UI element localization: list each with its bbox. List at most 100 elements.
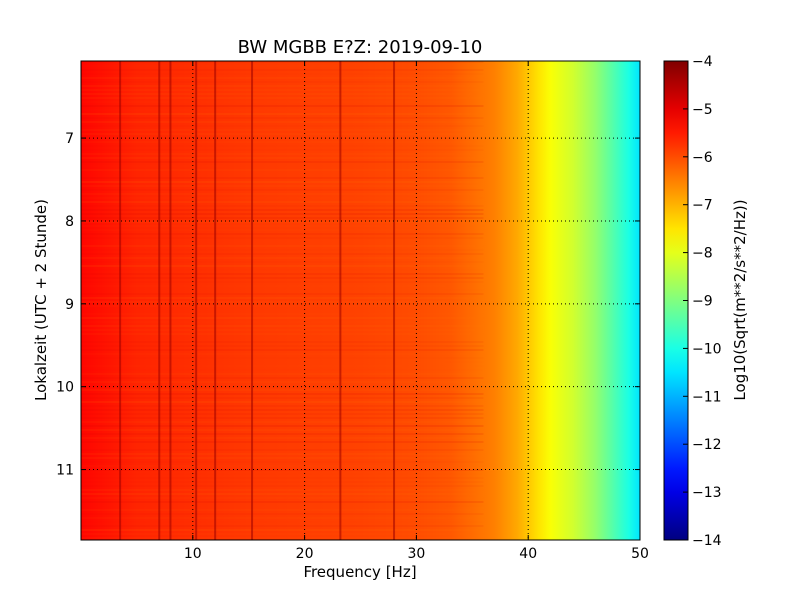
x-axis-label: Frequency [Hz] (303, 563, 416, 581)
x-tick-label: 30 (407, 546, 425, 562)
colorbar-tick-label: −12 (692, 437, 722, 453)
time-row-band (81, 293, 484, 295)
time-row-band (81, 281, 483, 283)
time-row-band (81, 113, 484, 115)
time-row-band (81, 101, 483, 103)
time-row-band (81, 241, 483, 243)
time-row-band (81, 525, 484, 527)
time-row-band (81, 161, 484, 163)
x-tick-label: 40 (519, 546, 537, 562)
time-row-band (81, 481, 483, 483)
time-row-band (81, 257, 484, 259)
time-row-band (81, 289, 483, 291)
time-row-band (81, 309, 483, 311)
time-row-band (81, 149, 483, 151)
time-row-band (81, 193, 484, 195)
time-row-band (81, 341, 484, 343)
time-row-band (81, 77, 484, 79)
time-row-band (81, 117, 484, 119)
time-row-band (81, 345, 484, 347)
time-row-band (81, 273, 484, 275)
time-row-band (81, 141, 484, 143)
time-row-band (81, 417, 484, 419)
colorbar-tick-label: −10 (692, 341, 722, 357)
time-row-band (81, 413, 484, 415)
time-row-band (81, 477, 483, 479)
colorbar-tick-label: −13 (692, 485, 722, 501)
x-tick-label: 50 (631, 546, 649, 562)
time-row-band (81, 433, 484, 435)
colorbar-tick-label: −5 (692, 102, 713, 118)
time-row-band (81, 353, 483, 355)
x-tick-label: 10 (184, 546, 202, 562)
time-row-band (81, 185, 484, 187)
time-row-band (81, 269, 483, 271)
time-row-band (81, 509, 484, 511)
time-row-band (81, 109, 483, 111)
time-row-band (81, 389, 484, 391)
time-row-band (81, 361, 483, 363)
time-row-band (81, 421, 484, 423)
time-row-band (81, 301, 484, 303)
time-row-band (81, 145, 483, 147)
time-row-band (81, 469, 484, 471)
time-row-band (81, 349, 484, 351)
time-row-band (81, 249, 483, 251)
time-row-band (81, 377, 484, 379)
x-axis-ticks: 10 20 30 40 50 (184, 61, 649, 562)
time-row-band (81, 217, 484, 219)
time-row-band (81, 285, 483, 287)
time-row-band (81, 425, 484, 427)
time-row-band (81, 397, 484, 399)
time-row-band (81, 253, 484, 255)
time-row-band (81, 381, 484, 383)
time-row-band (81, 409, 484, 411)
y-tick-label: 9 (65, 297, 74, 313)
time-row-band (81, 517, 484, 519)
time-row-band (81, 85, 484, 87)
time-row-band (81, 69, 484, 71)
time-row-band (81, 537, 484, 539)
colorbar-tick-label: −14 (692, 533, 722, 549)
time-row-band (81, 89, 484, 91)
time-row-band (81, 129, 484, 131)
time-row-band (81, 357, 483, 359)
time-row-band (81, 441, 484, 443)
time-row-band (81, 305, 483, 307)
time-row-band (81, 157, 484, 159)
time-row-band (81, 233, 484, 235)
time-row-band (81, 73, 483, 75)
time-row-band (81, 405, 484, 407)
time-row-band (81, 169, 484, 171)
y-tick-label: 7 (65, 131, 74, 147)
time-row-band (81, 97, 484, 99)
time-row-band (81, 325, 484, 327)
colorbar-tick-label: −9 (692, 294, 713, 310)
time-row-band (81, 501, 484, 503)
time-row-band (81, 181, 484, 183)
time-row-band (81, 429, 484, 431)
y-tick-label: 8 (65, 214, 74, 230)
time-row-band (81, 165, 483, 167)
time-row-band (81, 461, 483, 463)
time-row-band (81, 297, 484, 299)
time-row-band (81, 365, 483, 367)
time-row-band (81, 245, 484, 247)
time-row-band (81, 337, 483, 339)
time-row-band (81, 133, 484, 135)
y-tick-label: 10 (56, 380, 74, 396)
time-row-band (81, 533, 484, 535)
heatmap-area (81, 61, 640, 540)
time-row-band (81, 393, 484, 395)
time-row-band (81, 473, 483, 475)
time-row-band (81, 333, 484, 335)
time-row-band (81, 437, 484, 439)
colorbar-tick-label: −6 (692, 150, 713, 166)
time-row-band (81, 65, 483, 67)
time-row-band (81, 529, 484, 531)
heatmap-background (81, 61, 640, 540)
colorbar-tick-label: −11 (692, 389, 722, 405)
time-row-band (81, 61, 484, 63)
plot-frame (80, 60, 641, 541)
